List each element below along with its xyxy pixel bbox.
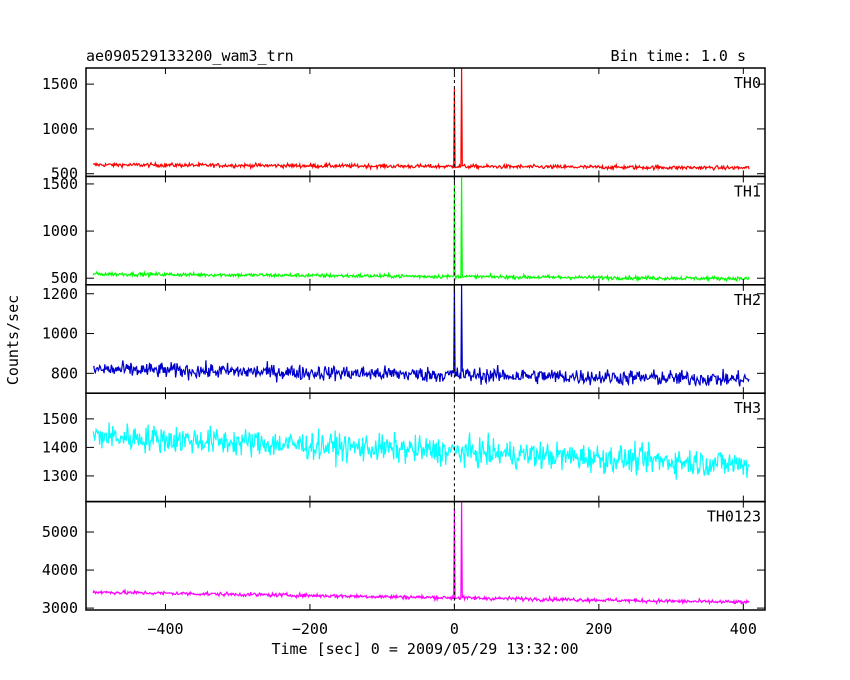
y-tick-label: 1000 — [42, 325, 78, 343]
x-tick-label: 400 — [730, 620, 757, 638]
panel-th0123: 3000 4000 5000 TH0123 — [42, 500, 766, 617]
panel-label: TH1 — [734, 182, 761, 200]
panel-th2: 800 1000 1200 TH2 — [42, 284, 766, 394]
x-tick-label: −200 — [292, 620, 328, 638]
series-line-th0123 — [92, 501, 750, 606]
bin-time-label: Bin time: 1.0 s — [611, 47, 746, 65]
panel-th0: 500 1000 1500 TH0 — [42, 67, 766, 183]
panel-th1: 500 1000 1500 TH1 — [42, 175, 766, 287]
series-line-th2 — [92, 284, 750, 388]
panel-group: 500 1000 1500 TH0 500 1000 1500 TH1 800 1000 1200 T… — [42, 67, 766, 617]
x-axis-label: Time [sec] 0 = 2009/05/29 13:32:00 — [271, 640, 578, 658]
y-tick-label: 1500 — [42, 410, 78, 428]
y-tick-label: 1500 — [42, 75, 78, 93]
x-tick-label: 0 — [450, 620, 459, 638]
series-line-th3 — [92, 422, 750, 480]
x-tick-label: −400 — [147, 620, 183, 638]
panel-frame — [85, 500, 766, 611]
chart-title: ae090529133200_wam3_trn — [86, 47, 294, 65]
panel-frame — [85, 175, 766, 286]
panel-label: TH3 — [734, 399, 761, 417]
y-axis-label: Counts/sec — [4, 295, 22, 385]
y-tick-label: 1300 — [42, 467, 78, 485]
y-tick-label: 800 — [51, 364, 78, 382]
panel-frame — [85, 67, 766, 178]
panel-label: TH0123 — [707, 508, 761, 526]
panel-label: TH2 — [734, 291, 761, 309]
y-tick-label: 5000 — [42, 523, 78, 541]
y-tick-label: 4000 — [42, 561, 78, 579]
y-tick-label: 3000 — [42, 599, 78, 617]
y-tick-label: 1400 — [42, 438, 78, 456]
y-tick-label: 1200 — [42, 285, 78, 303]
y-tick-label: 500 — [51, 165, 78, 183]
y-tick-label: 500 — [51, 269, 78, 287]
y-tick-label: 1000 — [42, 222, 78, 240]
x-axis: −400 −200 0 200 400 — [147, 620, 756, 638]
x-tick-label: 200 — [585, 620, 612, 638]
y-tick-label: 1500 — [42, 175, 78, 193]
series-line-th0 — [92, 68, 750, 172]
panel-th3: 1300 1400 1500 TH3 — [42, 392, 766, 503]
series-line-th1 — [92, 176, 750, 283]
y-tick-label: 1000 — [42, 120, 78, 138]
panel-label: TH0 — [734, 74, 761, 92]
